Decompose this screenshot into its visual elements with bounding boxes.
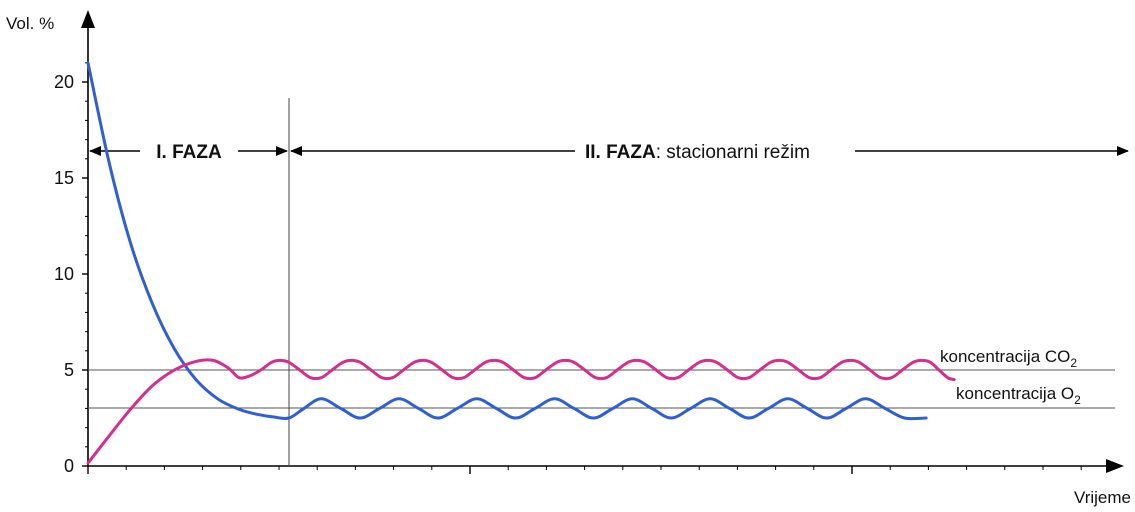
phase2-label: II. FAZA: stacionarni režim bbox=[585, 142, 810, 163]
y-tick-label: 10 bbox=[54, 264, 74, 284]
y-ticks: 0 5 10 15 20 bbox=[54, 62, 88, 476]
co2-label-sub: 2 bbox=[1070, 356, 1077, 370]
phase2-title: II. FAZA bbox=[585, 142, 656, 163]
co2-label: koncentracija CO2 bbox=[940, 347, 1077, 370]
series-line-o2 bbox=[86, 61, 928, 421]
co2-label-text: koncentracija CO bbox=[940, 347, 1070, 366]
x-axis-arrow bbox=[1106, 459, 1124, 473]
series-line-co2 bbox=[86, 358, 956, 465]
x-ticks bbox=[87, 466, 1082, 474]
y-tick-label: 15 bbox=[54, 168, 74, 188]
o2-label-sub: 2 bbox=[1074, 393, 1081, 407]
x-axis-label: Vrijeme bbox=[1074, 488, 1131, 507]
phase1-label: I. FAZA bbox=[156, 142, 222, 163]
y-tick-label: 0 bbox=[64, 456, 74, 476]
phase2-subtitle: : stacionarni režim bbox=[656, 142, 810, 163]
y-tick-label: 20 bbox=[54, 72, 74, 92]
o2-label: koncentracija O2 bbox=[956, 384, 1081, 407]
o2-label-text: koncentracija O bbox=[956, 384, 1074, 403]
y-axis-arrow bbox=[81, 10, 95, 28]
y-axis-label: Vol. % bbox=[6, 14, 54, 33]
y-tick-label: 5 bbox=[64, 360, 74, 380]
